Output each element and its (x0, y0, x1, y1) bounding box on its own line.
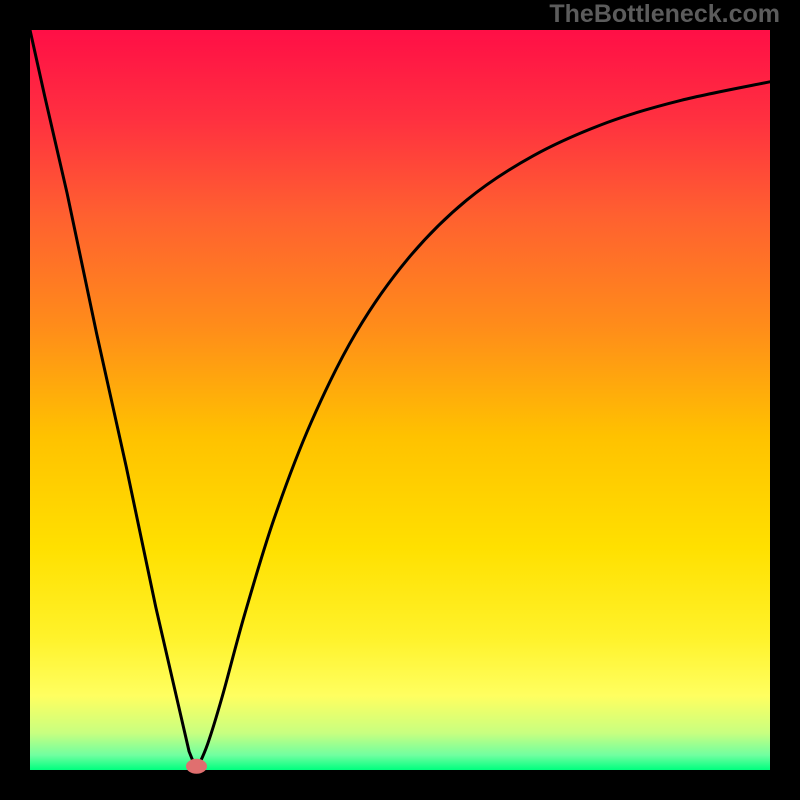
minimum-marker (187, 759, 207, 773)
plot-background (30, 30, 770, 770)
chart-svg (0, 0, 800, 800)
watermark-text: TheBottleneck.com (549, 2, 780, 27)
chart-frame: TheBottleneck.com (0, 0, 800, 800)
